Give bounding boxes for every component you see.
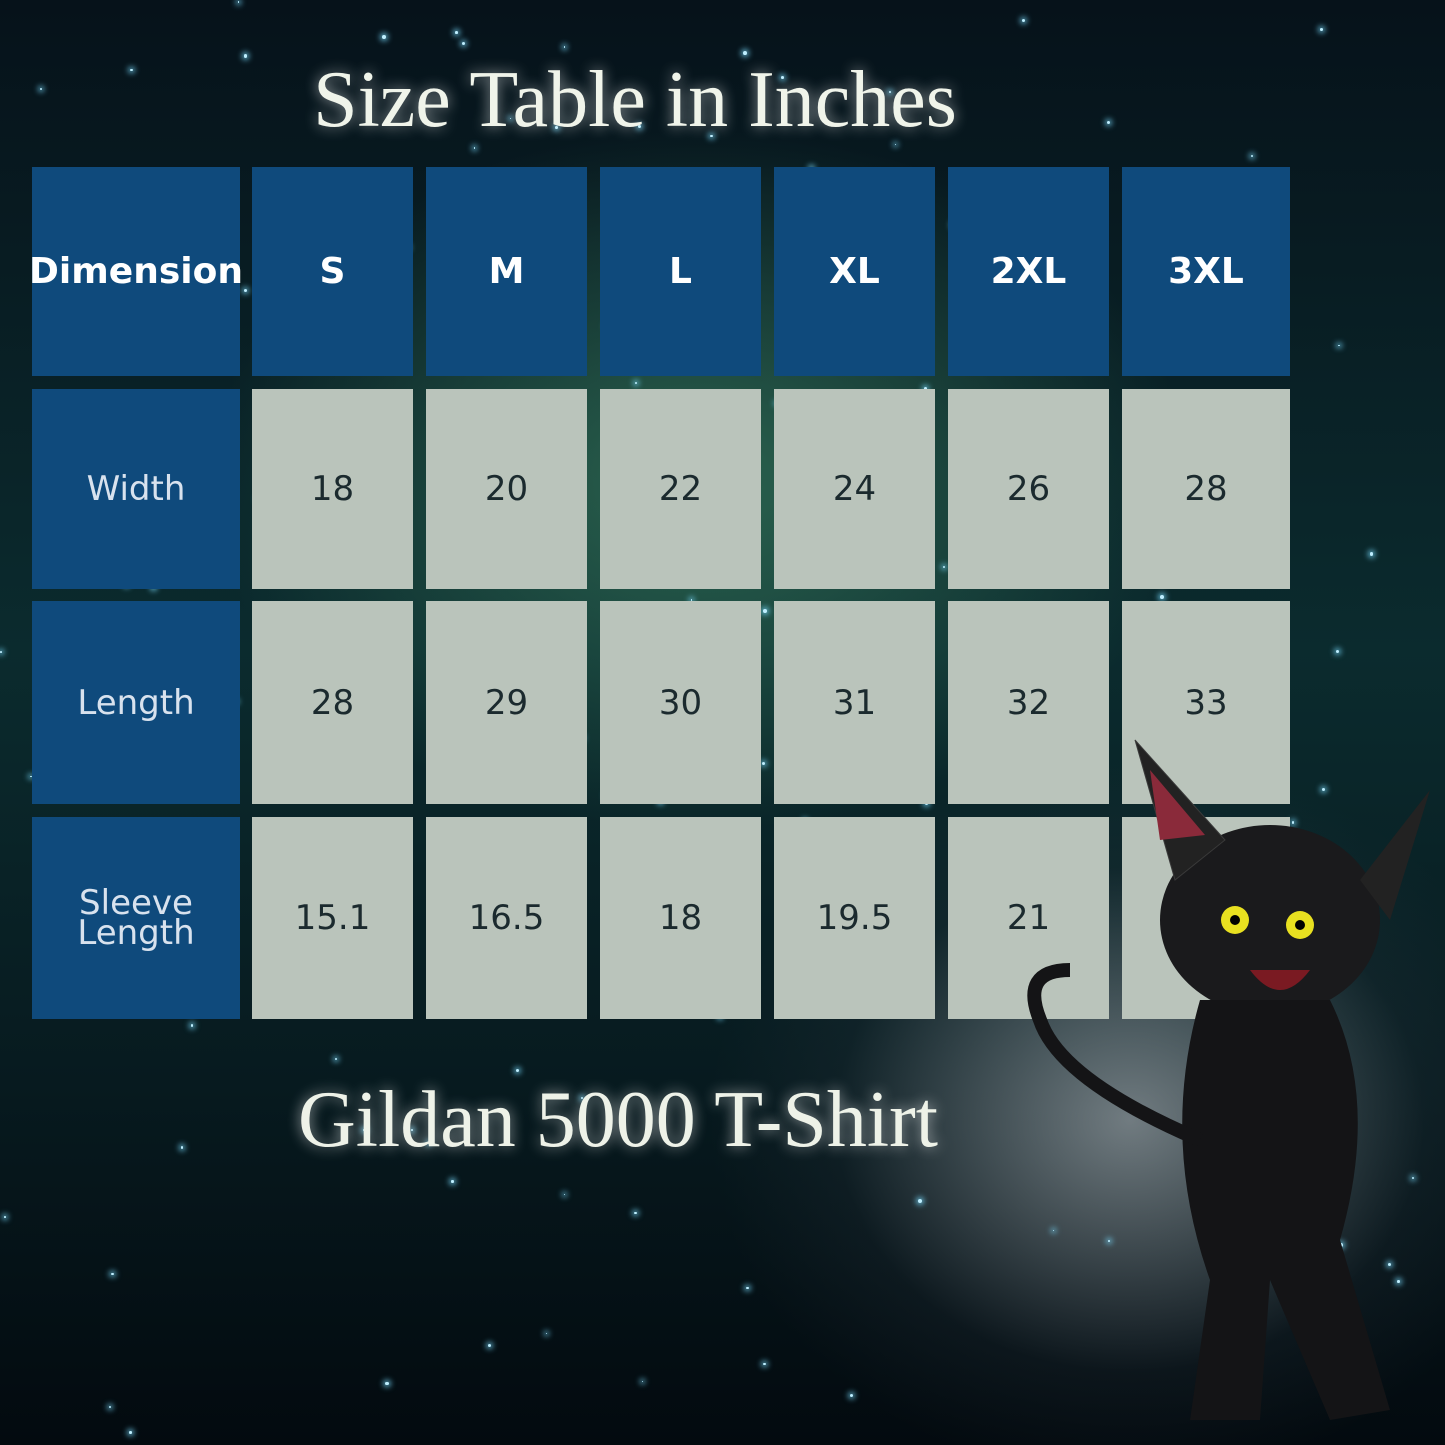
star bbox=[743, 50, 748, 55]
star bbox=[243, 289, 247, 293]
star bbox=[763, 1362, 766, 1366]
value-cell: 18 bbox=[600, 817, 761, 1019]
star bbox=[488, 1344, 492, 1348]
star bbox=[243, 54, 248, 58]
star bbox=[634, 381, 638, 384]
star bbox=[516, 1069, 520, 1073]
value-cell: 31 bbox=[774, 601, 935, 804]
star bbox=[889, 90, 892, 93]
star bbox=[363, 1129, 366, 1132]
star bbox=[942, 565, 946, 569]
value-cell: 16.5 bbox=[426, 817, 587, 1019]
value-cell: 15.1 bbox=[252, 817, 413, 1019]
star bbox=[917, 1198, 922, 1203]
star bbox=[746, 1287, 749, 1290]
star bbox=[509, 118, 511, 120]
star bbox=[545, 1332, 548, 1335]
star bbox=[761, 761, 766, 765]
value-cell: 26 bbox=[948, 389, 1109, 589]
star bbox=[180, 1146, 184, 1149]
star bbox=[190, 1024, 194, 1028]
star bbox=[130, 68, 133, 72]
star bbox=[427, 1142, 430, 1145]
header-cell: 2XL bbox=[948, 167, 1109, 376]
value-cell: 21 bbox=[948, 817, 1109, 1019]
header-cell: 3XL bbox=[1122, 167, 1290, 376]
star bbox=[1412, 1176, 1415, 1179]
value-cell: 22 bbox=[600, 389, 761, 589]
value-cell: 28 bbox=[1122, 389, 1290, 589]
header-cell: S bbox=[252, 167, 413, 376]
star bbox=[709, 134, 713, 138]
star bbox=[1052, 1229, 1055, 1232]
star bbox=[1321, 787, 1326, 791]
value-cell: 20 bbox=[426, 389, 587, 589]
star bbox=[1335, 650, 1340, 654]
star bbox=[763, 609, 767, 613]
row-header-cell: Length bbox=[32, 601, 240, 804]
star bbox=[690, 599, 693, 601]
star bbox=[580, 1096, 584, 1100]
value-cell: 28 bbox=[252, 601, 413, 804]
star bbox=[455, 31, 458, 34]
header-cell: L bbox=[600, 167, 761, 376]
header-cell: XL bbox=[774, 167, 935, 376]
star bbox=[563, 46, 566, 48]
value-cell: 19.5 bbox=[774, 817, 935, 1019]
star bbox=[129, 1431, 132, 1434]
value-cell: 32 bbox=[948, 601, 1109, 804]
star bbox=[39, 87, 42, 90]
star bbox=[474, 147, 476, 149]
star bbox=[462, 41, 466, 45]
title: Size Table in Inches bbox=[313, 56, 957, 144]
star bbox=[1106, 120, 1110, 124]
value-cell: 24 bbox=[774, 389, 935, 589]
star bbox=[850, 1394, 854, 1398]
star bbox=[1320, 27, 1323, 31]
star bbox=[634, 1211, 637, 1215]
star bbox=[780, 76, 784, 79]
value-cell: 18 bbox=[252, 389, 413, 589]
value-cell: 30 bbox=[600, 601, 761, 804]
star bbox=[4, 1216, 6, 1218]
star bbox=[109, 1405, 112, 1408]
star bbox=[1107, 1240, 1110, 1243]
star bbox=[111, 1273, 114, 1276]
star bbox=[1159, 595, 1164, 600]
star bbox=[923, 387, 927, 391]
star bbox=[385, 1382, 389, 1386]
row-header-cell: Width bbox=[32, 389, 240, 589]
star bbox=[334, 1058, 337, 1061]
value-cell: 29 bbox=[426, 601, 587, 804]
star bbox=[555, 125, 559, 129]
creature-illustration bbox=[1027, 739, 1430, 1420]
footer-title: Gildan 5000 T-Shirt bbox=[297, 1076, 939, 1164]
row-header-cell: Sleeve Length bbox=[32, 817, 240, 1019]
star bbox=[895, 143, 897, 145]
star bbox=[1397, 1280, 1400, 1283]
star bbox=[237, 1, 240, 3]
star bbox=[1021, 19, 1025, 23]
star bbox=[382, 35, 386, 39]
star bbox=[637, 124, 642, 129]
star bbox=[1292, 821, 1295, 824]
header-cell: Dimension bbox=[29, 167, 243, 376]
star bbox=[1388, 1263, 1392, 1267]
star bbox=[1338, 344, 1340, 347]
header-cell: M bbox=[426, 167, 587, 376]
star bbox=[563, 1193, 566, 1196]
star bbox=[411, 1128, 414, 1132]
star bbox=[641, 1380, 644, 1383]
star bbox=[1250, 154, 1254, 158]
star bbox=[1369, 552, 1374, 557]
star bbox=[30, 776, 32, 778]
value-cell: 33 bbox=[1122, 601, 1290, 804]
star bbox=[0, 651, 2, 653]
star bbox=[451, 1180, 454, 1183]
